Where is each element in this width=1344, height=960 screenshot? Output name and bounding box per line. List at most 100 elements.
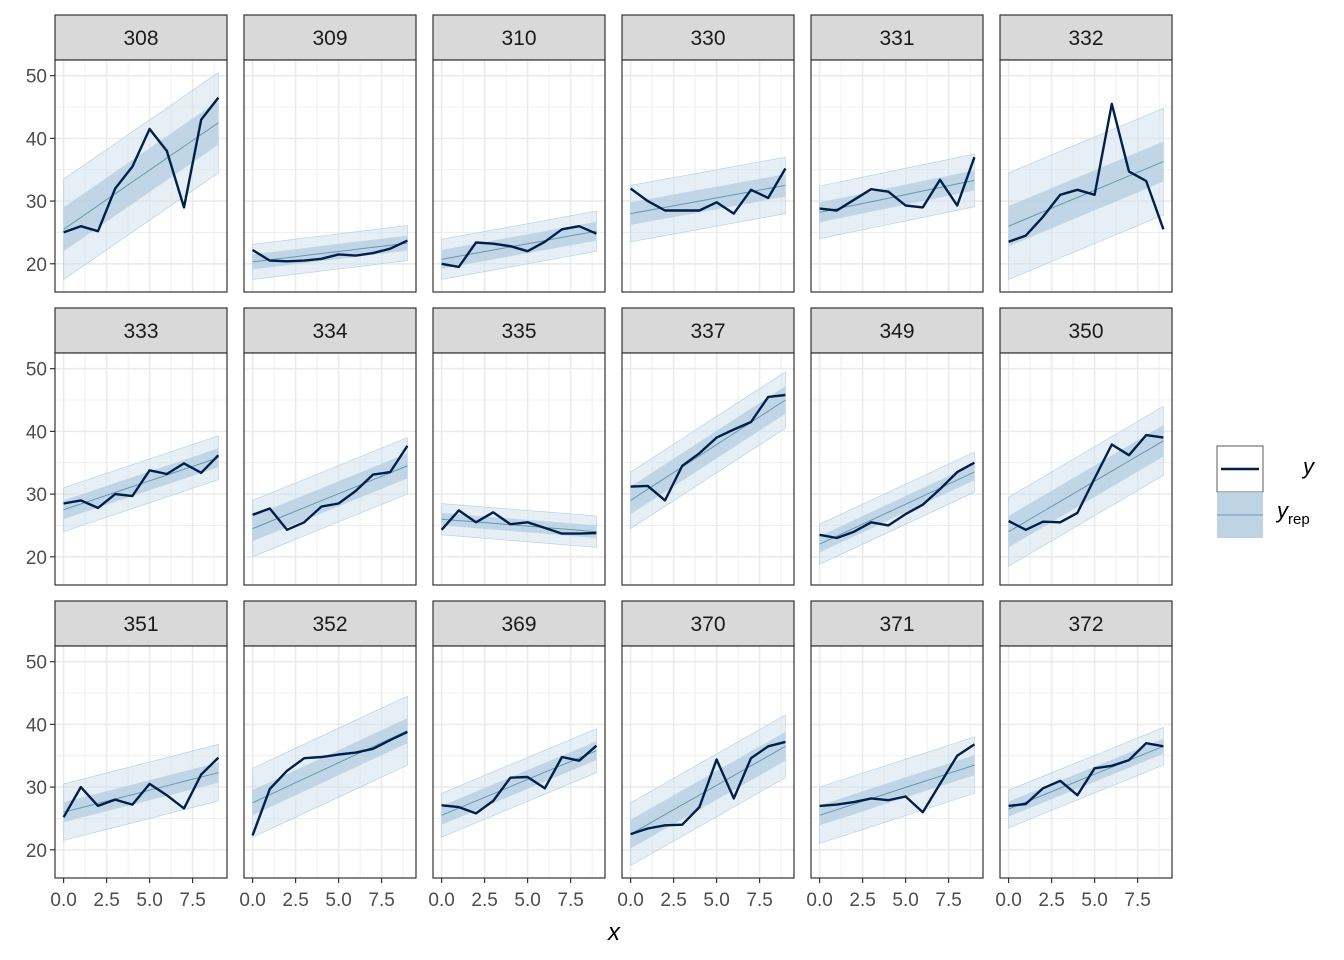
facet-strip-label: 371 [879,613,914,636]
facet-strip [54,14,228,61]
observed-y-line [819,156,976,212]
yrep-median-line [819,764,975,816]
x-tick-label: 5.0 [325,890,351,911]
panel-border [621,352,795,586]
facet-strip [54,600,228,647]
facet-strip-label: 331 [879,27,914,50]
observed-y-line [251,730,408,836]
y-tick-label: 30 [26,485,47,506]
x-tick-label: 5.0 [136,890,162,911]
x-tick-label: 5.0 [892,890,918,911]
yrep-median-line [819,471,975,545]
x-tick-label: 5.0 [703,890,729,911]
y-tick-label: 40 [26,715,47,736]
y-tick-label: 20 [26,548,47,569]
panel-border [621,59,795,293]
x-tick-label: 7.5 [557,890,583,911]
x-tick-label: 7.5 [935,890,961,911]
observed-y-line [251,239,408,263]
observed-y-line [63,96,220,234]
yrep-median-line [630,745,786,835]
facet-strip-label: 332 [1068,27,1103,50]
observed-y-line [440,509,597,535]
facet-strip [243,14,417,61]
facet-panel-309: 309 [243,14,417,293]
facet-strip-label: 308 [123,27,158,50]
y-tick-label: 40 [26,422,47,443]
facet-panel-333: 333 20 30 40 50 [26,307,228,586]
y-tick-label: 20 [26,841,47,862]
facet-strip [243,600,417,647]
panel-border [810,645,984,879]
facet-panel-337: 337 [621,307,795,586]
x-tick-label: 5.0 [514,890,540,911]
facet-panel-308: 308 20 30 40 50 [26,14,228,293]
yrep-median-line [441,750,597,816]
yrep-median-line [1008,745,1164,810]
facet-strip-label: 349 [879,320,914,343]
panel-grid [433,353,605,585]
x-tick-label: 0.0 [239,890,265,911]
y-tick-label: 30 [26,778,47,799]
facet-strip-label: 352 [312,613,347,636]
x-tick-label: 7.5 [746,890,772,911]
facet-panel-330: 330 [621,14,795,293]
observed-y-line [630,393,786,502]
observed-y-line [1008,433,1164,531]
yrep-median-line [63,122,219,230]
facet-strip-label: 310 [501,27,536,50]
panel-border [810,352,984,586]
panel-border [432,59,606,293]
facet-strip-label: 350 [1068,320,1103,343]
facet-strip-label: 335 [501,320,536,343]
yrep-median-line [819,179,975,213]
y-tick-label: 20 [26,255,47,276]
legend: y yrep [1216,445,1316,538]
facet-strip-label: 370 [690,613,725,636]
facet-panel-370: 370 0.0 2.5 5.0 7.5 [617,600,795,911]
x-tick-label: 2.5 [1038,890,1064,911]
x-tick-label: 2.5 [471,890,497,911]
legend-label-y: y [1301,454,1316,479]
facet-panel-310: 310 [432,14,606,293]
facet-strip-label: 330 [690,27,725,50]
panel-border [999,352,1173,586]
panel-border [243,352,417,586]
facet-strip [432,600,606,647]
observed-y-line [63,454,220,510]
facet-strip [54,307,228,354]
observed-y-line [62,756,220,818]
facet-panel-371: 371 0.0 2.5 5.0 7.5 [806,600,984,911]
facet-strip-label: 351 [123,613,158,636]
facet-strip [621,600,795,647]
y-tick-label: 50 [26,67,47,88]
observed-y-line [819,461,975,540]
facet-panel-351: 351 20 30 40 50 0.0 2.5 5.0 7.5 [26,600,228,911]
panel-border [54,352,228,586]
facet-strip-label: 333 [123,320,158,343]
observed-y-line [1008,102,1165,243]
facet-panel-332: 332 [999,14,1173,293]
facet-strip [999,307,1173,354]
x-tick-label: 7.5 [1124,890,1150,911]
panel-border [243,59,417,293]
facet-strip [810,307,984,354]
facet-strip-label: 372 [1068,613,1103,636]
y-tick-label: 40 [26,129,47,150]
yrep-median-line [1008,161,1164,227]
x-tick-label: 5.0 [1081,890,1107,911]
x-tick-label: 2.5 [849,890,875,911]
facet-strip-label: 334 [312,320,347,343]
observed-y-line [1008,742,1164,808]
legend-label-yrep: yrep [1275,498,1310,528]
yrep-median-line [441,518,597,533]
x-tick-label: 2.5 [282,890,308,911]
facet-strip-label: 309 [312,27,347,50]
y-tick-label: 50 [26,653,47,674]
panel-border [243,645,417,879]
panel-border [432,645,606,879]
x-tick-label: 0.0 [806,890,832,911]
panel-border [54,645,228,879]
observed-y-line [629,167,787,215]
yrep-median-line [1008,440,1164,533]
